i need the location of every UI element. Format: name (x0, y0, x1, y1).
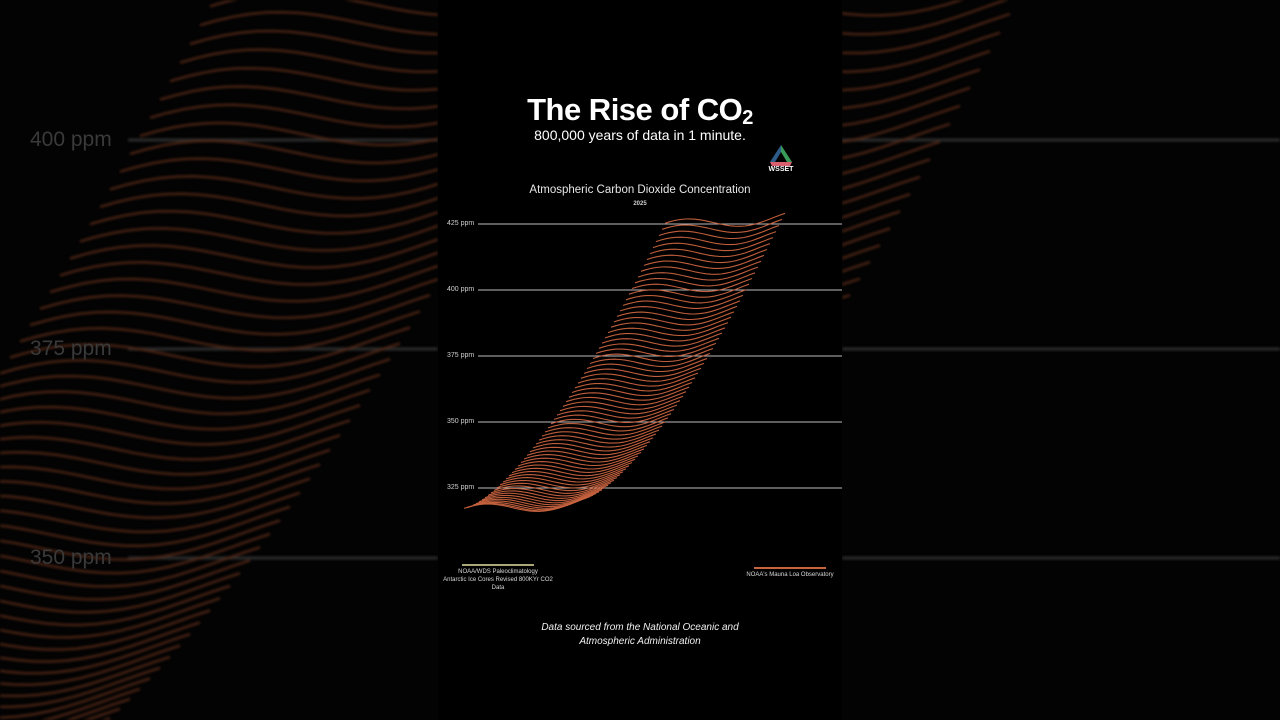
background-left-blur: 400 ppm 375 ppm 350 ppm (0, 0, 438, 720)
y-axis-label: 400 ppm (447, 286, 475, 293)
legend-label: Antarctic Ice Cores Revised 800KYr CO2 D… (443, 577, 553, 591)
chart-title: Atmospheric Carbon Dioxide Concentration (529, 184, 751, 196)
video-panel: The Rise of CO2 800,000 years of data in… (438, 0, 842, 720)
page-title: The Rise of CO2 (527, 92, 753, 129)
y-axis-label: 425 ppm (447, 220, 475, 227)
legend-label: NOAA/WDS Paleoclimatology (458, 569, 538, 575)
source-line: Data sourced from the National Oceanic a… (541, 622, 739, 633)
source-line: Atmospheric Administration (579, 636, 701, 647)
bg-axis-label: 375 ppm (30, 337, 112, 360)
y-axis-label: 350 ppm (447, 418, 475, 425)
bg-axis-label: 350 ppm (30, 546, 112, 569)
legend-swatch (462, 564, 534, 566)
y-axis-label: 325 ppm (447, 484, 475, 491)
legend-mauna-loa: NOAA's Mauna Loa Observatory (742, 567, 838, 579)
background-left-lines (0, 0, 438, 720)
y-axis-label: 375 ppm (447, 352, 475, 359)
bg-axis-label: 400 ppm (30, 128, 112, 151)
co2-chart (463, 212, 842, 512)
wsset-logo-icon (770, 145, 792, 166)
legend-swatch (754, 567, 826, 569)
page-subtitle: 800,000 years of data in 1 minute. (534, 127, 746, 143)
data-source-note: Data sourced from the National Oceanic a… (438, 621, 842, 649)
logo-text: WSSET (768, 166, 794, 173)
background-right-blur (842, 0, 1280, 720)
year-label: 2025 (633, 201, 647, 207)
legend-ice-cores: NOAA/WDS Paleoclimatology Antarctic Ice … (438, 564, 558, 592)
legend-label: NOAA's Mauna Loa Observatory (746, 572, 834, 578)
background-right-lines (842, 0, 1280, 560)
